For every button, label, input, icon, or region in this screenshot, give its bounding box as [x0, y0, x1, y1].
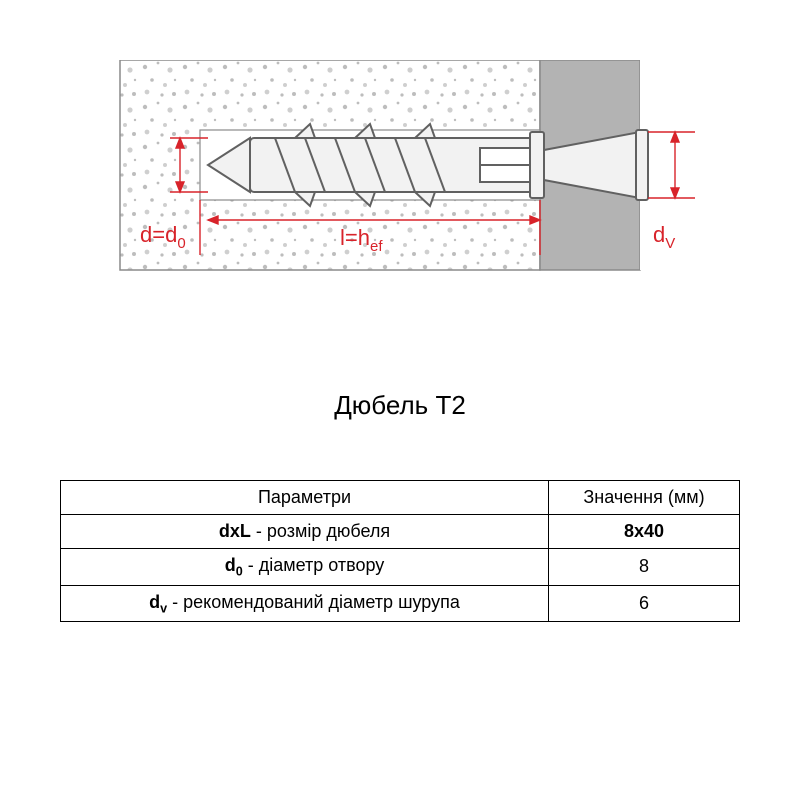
table-row: dv - рекомендований діаметр шурупа 6	[61, 585, 740, 622]
param-cell: d0 - діаметр отвору	[61, 549, 549, 586]
table-row: d0 - діаметр отвору 8	[61, 549, 740, 586]
param-cell: dxL - розмір дюбеля	[61, 515, 549, 549]
value-cell: 8	[549, 549, 740, 586]
col-header-value: Значення (мм)	[549, 481, 740, 515]
table-row: dxL - розмір дюбеля 8х40	[61, 515, 740, 549]
value-cell: 6	[549, 585, 740, 622]
product-title: Дюбель T2	[0, 390, 800, 421]
param-cell: dv - рекомендований діаметр шурупа	[61, 585, 549, 622]
diagram-svg: d=d0 l=hef dV	[100, 60, 700, 320]
dowel-cross-section-diagram: d=d0 l=hef dV	[100, 60, 700, 320]
col-header-param: Параметри	[61, 481, 549, 515]
value-cell: 8х40	[549, 515, 740, 549]
parameters-table: Параметри Значення (мм) dxL - розмір дюб…	[60, 480, 740, 622]
